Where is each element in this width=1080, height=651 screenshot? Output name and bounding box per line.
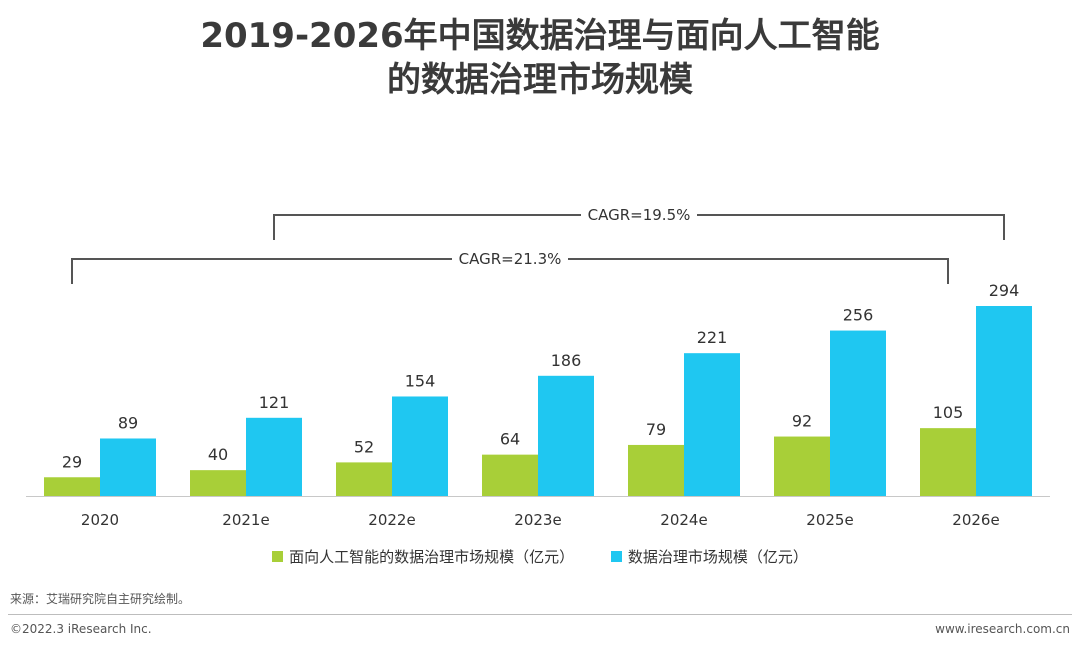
data-label-ai-2023e: 64	[500, 430, 520, 449]
website-link[interactable]: www.iresearch.com.cn	[935, 622, 1070, 636]
bar-total-2023e	[538, 375, 594, 496]
x-tick-label-2024e: 2024e	[660, 511, 707, 529]
bar-total-2020	[100, 438, 156, 496]
legend-item-data-governance: 数据治理市场规模（亿元）	[610, 546, 808, 567]
data-label-total-2020: 89	[118, 413, 138, 432]
bar-ai-2025e	[774, 436, 830, 496]
cagr-ai-label: CAGR=21.3%	[459, 250, 562, 268]
x-tick-label-2025e: 2025e	[806, 511, 853, 529]
data-label-total-2023e: 186	[551, 351, 582, 370]
bar-ai-2022e	[336, 462, 392, 496]
chart-title-line-1: 2019-2026年中国数据治理与面向人工智能	[200, 16, 880, 56]
bar-ai-2023e	[482, 454, 538, 496]
bar-total-2026e	[976, 306, 1032, 496]
cagr-total-label: CAGR=19.5%	[588, 206, 691, 224]
chart-title: 2019-2026年中国数据治理与面向人工智能 的数据治理市场规模	[0, 14, 1080, 102]
data-label-ai-2026e: 105	[933, 403, 964, 422]
data-label-ai-2025e: 92	[792, 412, 812, 431]
legend-swatch-green	[272, 551, 284, 562]
bar-total-2022e	[392, 396, 448, 496]
x-tick-label-2020: 2020	[81, 511, 119, 529]
data-label-ai-2024e: 79	[646, 420, 666, 439]
cagr-ai-bracket	[71, 258, 949, 284]
bar-ai-2024e	[628, 444, 684, 496]
x-tick-label-2026e: 2026e	[952, 511, 999, 529]
x-tick-label-2023e: 2023e	[514, 511, 561, 529]
cagr-total-bracket	[273, 214, 1005, 240]
legend-item-ai-data-governance: 面向人工智能的数据治理市场规模（亿元）	[272, 546, 574, 567]
data-label-total-2024e: 221	[697, 328, 728, 347]
bar-total-2024e	[684, 353, 740, 496]
bar-ai-2021e	[190, 470, 246, 496]
legend-label-data-governance: 数据治理市场规模（亿元）	[627, 548, 808, 566]
bar-ai-2020	[44, 477, 100, 496]
x-tick-label-2021e: 2021e	[222, 511, 269, 529]
data-label-ai-2020: 29	[62, 452, 82, 471]
data-label-ai-2022e: 52	[354, 437, 374, 456]
bar-total-2021e	[246, 417, 302, 496]
footer-divider	[8, 614, 1072, 615]
data-label-total-2025e: 256	[843, 306, 874, 325]
copyright: ©2022.3 iResearch Inc.	[10, 622, 152, 636]
data-label-total-2021e: 121	[259, 393, 290, 412]
legend-swatch-blue	[610, 551, 622, 562]
bar-ai-2026e	[920, 428, 976, 496]
bar-total-2025e	[830, 330, 886, 496]
data-label-total-2026e: 294	[989, 281, 1020, 300]
data-label-ai-2021e: 40	[208, 445, 228, 464]
source-note: 来源：艾瑞研究院自主研究绘制。	[10, 592, 191, 606]
bar-chart: 29 89 2020 40 121 2021e 52 154 2022e 64 186 2023e 79…	[26, 206, 1050, 529]
data-label-total-2022e: 154	[405, 371, 436, 390]
x-tick-label-2022e: 2022e	[368, 511, 415, 529]
chart-title-line-2: 的数据治理市场规模	[387, 60, 693, 100]
legend-label-ai-data-governance: 面向人工智能的数据治理市场规模（亿元）	[289, 548, 575, 566]
legend: 面向人工智能的数据治理市场规模（亿元） 数据治理市场规模（亿元）	[0, 546, 1080, 567]
